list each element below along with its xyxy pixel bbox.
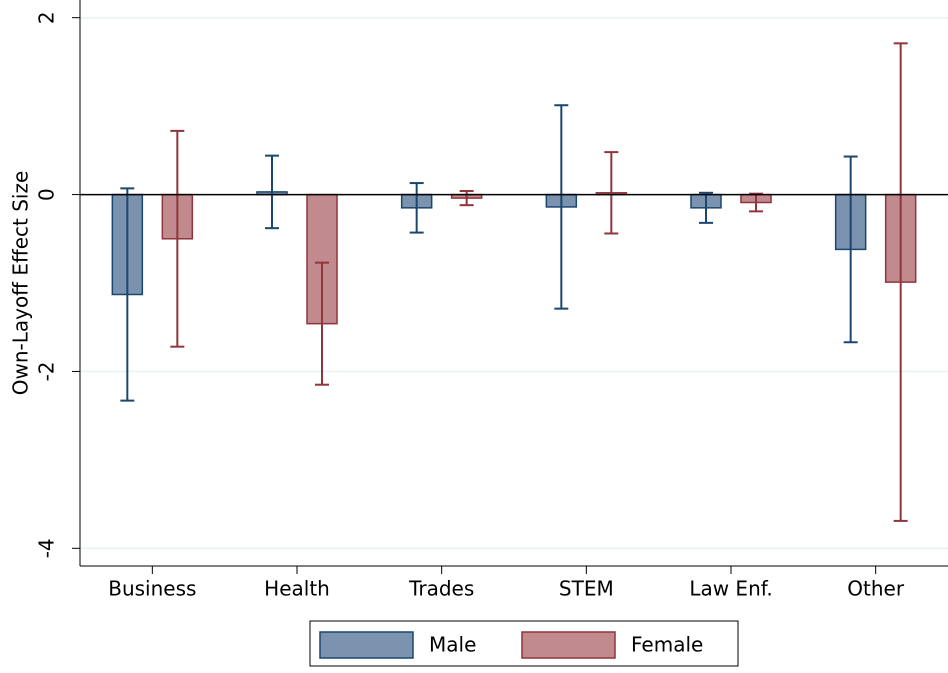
y-tick-label: -4 bbox=[35, 538, 59, 558]
y-axis-label: Own-Layoff Effect Size bbox=[9, 171, 33, 396]
x-tick-label: Health bbox=[264, 577, 330, 601]
legend-label: Female bbox=[631, 633, 703, 657]
legend-swatch bbox=[521, 631, 616, 659]
y-tick-label: 0 bbox=[35, 188, 59, 201]
legend-label: Male bbox=[429, 633, 476, 657]
x-tick-label: STEM bbox=[559, 577, 614, 601]
x-tick-label: Business bbox=[108, 577, 196, 601]
y-tick-label: 2 bbox=[35, 11, 59, 24]
x-tick-label: Trades bbox=[408, 577, 474, 601]
x-tick-label: Law Enf. bbox=[689, 577, 772, 601]
y-tick-label: -2 bbox=[35, 361, 59, 381]
x-tick-label: Other bbox=[847, 577, 905, 601]
legend-swatch bbox=[319, 631, 414, 659]
